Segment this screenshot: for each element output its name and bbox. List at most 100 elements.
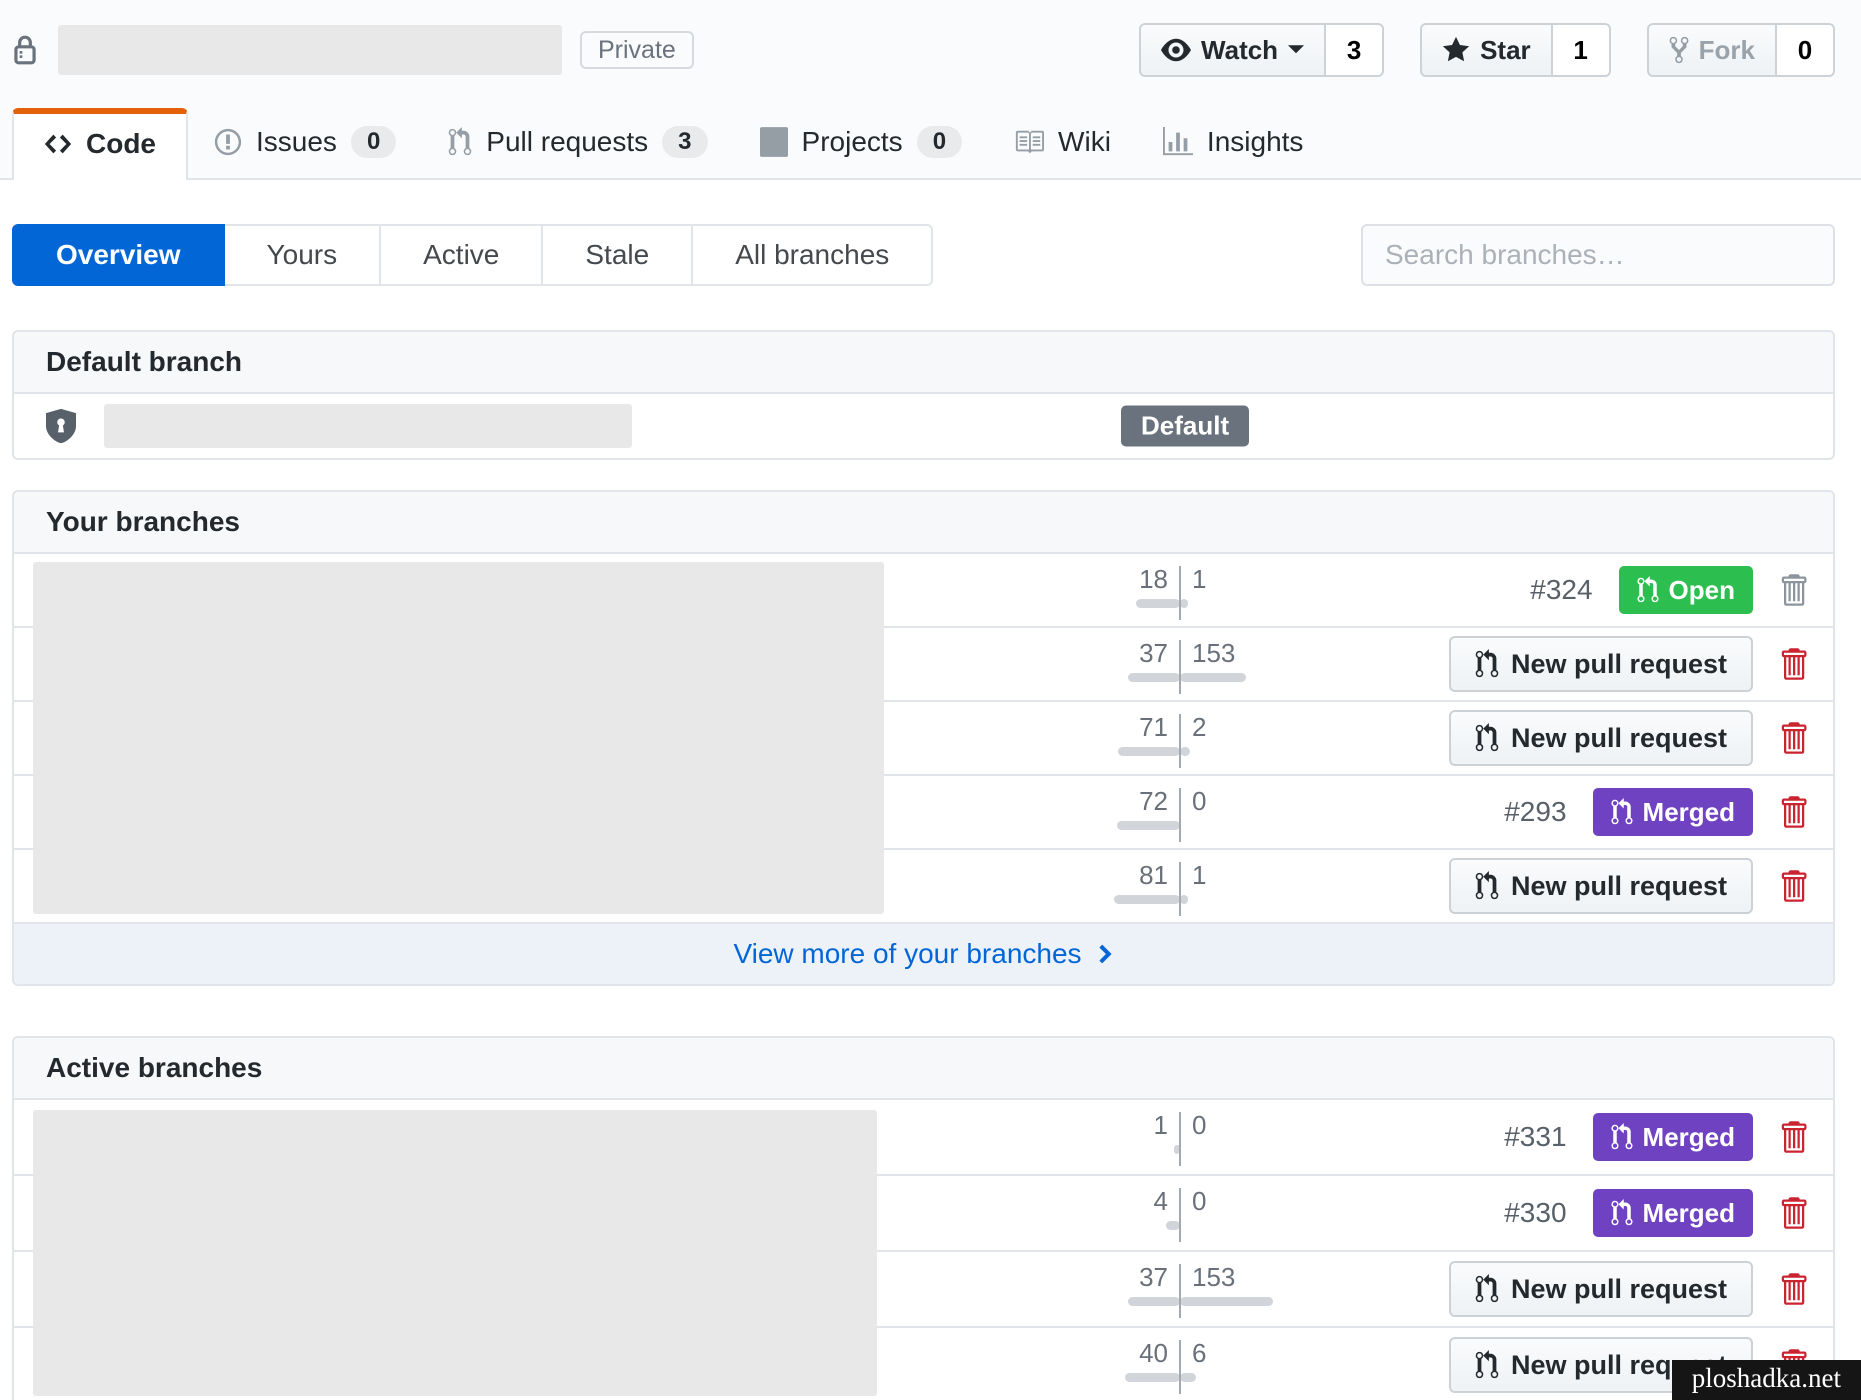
pr-state-badge-merged[interactable]: Merged: [1592, 788, 1753, 836]
new-pull-request-button[interactable]: New pull request: [1448, 710, 1753, 766]
behind-count: 18: [1139, 564, 1168, 594]
git-pull-request-icon: [1611, 1199, 1633, 1227]
ahead-behind-divider: [1179, 714, 1181, 768]
lock-icon: [12, 34, 46, 66]
ahead-behind-widget: 72 0: [880, 786, 1480, 842]
issue-opened-icon: [214, 127, 242, 157]
active-branches-section: Active branches 1 0 #331: [12, 1036, 1835, 1400]
tab-wiki[interactable]: Wiki: [988, 108, 1137, 178]
new-pull-request-label: New pull request: [1510, 1273, 1727, 1304]
tab-active[interactable]: Active: [381, 224, 544, 286]
row-actions: #293 Merged: [1504, 776, 1807, 848]
ahead-behind-divider: [1179, 566, 1181, 620]
tab-all-branches[interactable]: All branches: [693, 224, 934, 286]
branch-row: 4 0 #330 Merged: [14, 1176, 1833, 1252]
ahead-bar: [1180, 747, 1190, 756]
pr-state-badge-merged[interactable]: Merged: [1592, 1189, 1753, 1237]
git-pull-request-icon: [1475, 723, 1499, 753]
pr-number-link[interactable]: #293: [1504, 796, 1567, 827]
ahead-count: 153: [1192, 638, 1236, 668]
redacted-branch-name: [104, 404, 632, 448]
new-pull-request-button[interactable]: New pull request: [1448, 858, 1753, 914]
tab-pull-requests[interactable]: Pull requests 3: [422, 108, 733, 178]
behind-count: 72: [1139, 786, 1168, 816]
pr-state-label: Merged: [1642, 1121, 1735, 1152]
tab-projects-label: Projects: [801, 126, 903, 157]
trashcan-icon: [1779, 720, 1807, 756]
branch-subnav: Overview Yours Active Stale All branches: [12, 224, 1835, 286]
view-more-branches-link[interactable]: View more of your branches: [14, 924, 1833, 984]
star-button[interactable]: Star: [1420, 23, 1553, 77]
row-actions: New pull request: [1448, 850, 1807, 922]
delete-branch-button[interactable]: [1779, 1119, 1807, 1155]
fork-button-group: Fork 0: [1646, 23, 1835, 77]
trashcan-icon: [1779, 1195, 1807, 1231]
behind-count: 71: [1139, 712, 1168, 742]
star-count[interactable]: 1: [1552, 23, 1611, 77]
ahead-bar: [1180, 1297, 1273, 1306]
trashcan-icon: [1779, 646, 1807, 682]
delete-branch-button[interactable]: [1779, 572, 1807, 608]
ahead-behind-widget: 18 1: [880, 564, 1480, 620]
repo-social-actions: Watch 3 Star 1 Fork: [1139, 23, 1835, 77]
trashcan-icon: [1779, 868, 1807, 904]
row-actions: #330 Merged: [1504, 1176, 1807, 1250]
tab-overview[interactable]: Overview: [12, 224, 225, 286]
repo-title-row: Private Watch 3 Star 1: [12, 22, 1835, 78]
delete-branch-button[interactable]: [1779, 794, 1807, 830]
pr-number-link[interactable]: #331: [1504, 1121, 1567, 1152]
delete-branch-button[interactable]: [1779, 1271, 1807, 1307]
watch-count[interactable]: 3: [1326, 23, 1385, 77]
row-actions: New pull request: [1448, 1252, 1807, 1326]
delete-branch-button[interactable]: [1779, 1195, 1807, 1231]
chevron-right-icon: [1096, 939, 1114, 969]
repo-nav: Code Issues 0 Pull requests 3 Projects 0…: [12, 108, 1835, 180]
new-pull-request-button[interactable]: New pull request: [1448, 636, 1753, 692]
tab-insights[interactable]: Insights: [1137, 108, 1330, 178]
default-branch-section: Default branch Default: [12, 330, 1835, 460]
delete-branch-button[interactable]: [1779, 646, 1807, 682]
tab-stale[interactable]: Stale: [543, 224, 694, 286]
fork-count[interactable]: 0: [1777, 23, 1835, 77]
ahead-behind-divider: [1179, 788, 1181, 842]
git-pull-request-icon: [1611, 798, 1633, 826]
delete-branch-button[interactable]: [1779, 720, 1807, 756]
active-branches-header: Active branches: [14, 1038, 1833, 1100]
behind-bar: [1128, 673, 1180, 682]
tab-code-label: Code: [86, 128, 156, 159]
row-actions: New pull request: [1448, 1328, 1807, 1400]
behind-count: 37: [1139, 1262, 1168, 1292]
ahead-count: 153: [1192, 1262, 1236, 1292]
behind-bar: [1136, 599, 1180, 608]
tab-issues[interactable]: Issues 0: [188, 108, 422, 178]
tab-yours[interactable]: Yours: [224, 224, 382, 286]
star-icon: [1442, 35, 1470, 65]
pr-state-label: Merged: [1642, 796, 1735, 827]
delete-branch-button[interactable]: [1779, 868, 1807, 904]
git-pull-request-icon: [1475, 1274, 1499, 1304]
pr-number-link[interactable]: #330: [1504, 1197, 1567, 1228]
fork-label: Fork: [1698, 34, 1755, 65]
default-branch-row: Default: [14, 394, 1833, 458]
trashcan-icon: [1779, 1119, 1807, 1155]
branch-row: 18 1 #324 Open: [14, 554, 1833, 628]
branch-row: 1 0 #331 Merged: [14, 1100, 1833, 1176]
pr-state-badge-merged[interactable]: Merged: [1592, 1113, 1753, 1161]
ahead-count: 0: [1192, 1110, 1207, 1140]
ahead-bar: [1180, 895, 1188, 904]
new-pull-request-button[interactable]: New pull request: [1448, 1337, 1753, 1393]
tab-projects[interactable]: Projects 0: [734, 108, 989, 178]
new-pull-request-button[interactable]: New pull request: [1448, 1261, 1753, 1317]
behind-count: 40: [1139, 1338, 1168, 1368]
redacted-branch-names: [33, 562, 884, 914]
watch-button[interactable]: Watch: [1139, 23, 1327, 77]
watch-label: Watch: [1201, 34, 1279, 65]
tab-code[interactable]: Code: [12, 108, 188, 180]
branch-row: 37 153 New pull request: [14, 628, 1833, 702]
tab-insights-label: Insights: [1206, 126, 1304, 157]
git-pull-request-icon: [1475, 1350, 1499, 1380]
fork-button[interactable]: Fork: [1646, 23, 1777, 77]
pr-number-link[interactable]: #324: [1530, 574, 1593, 605]
search-branches-input[interactable]: [1361, 224, 1835, 286]
pr-state-badge-open[interactable]: Open: [1618, 566, 1753, 614]
